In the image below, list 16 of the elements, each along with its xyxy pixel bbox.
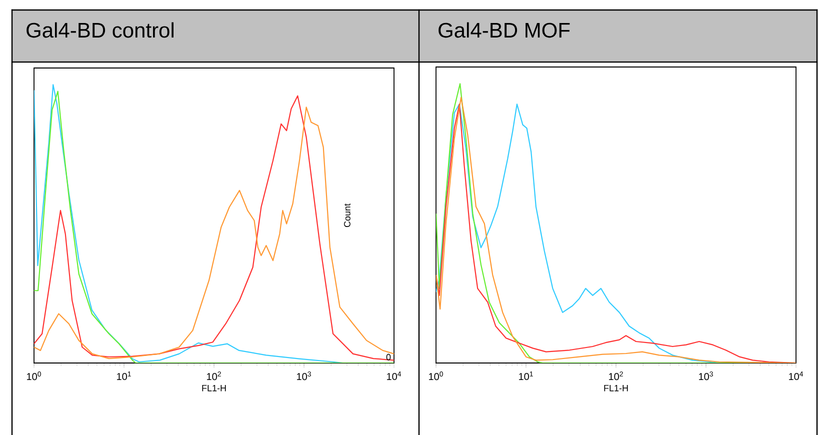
x-tick-label: 10$^{2}$ bbox=[609, 372, 623, 380]
chart-title: Gal4-BD control bbox=[26, 22, 174, 38]
x-tick-label: 10$^{4}$ bbox=[387, 372, 402, 380]
x-tick-label: 10$^{0}$ bbox=[429, 372, 443, 380]
x-tick-label: 10$^{0}$ bbox=[27, 372, 41, 380]
x-axis-title: FL1-H bbox=[604, 384, 628, 392]
x-tick-label: 10$^{3}$ bbox=[699, 372, 713, 380]
annotation: 0 bbox=[386, 354, 391, 360]
x-tick-label: 10$^{1}$ bbox=[117, 372, 131, 380]
x-tick-label: 10$^{3}$ bbox=[297, 372, 311, 380]
x-tick-label: 10$^{1}$ bbox=[519, 372, 533, 380]
x-axis-title: FL1-H bbox=[202, 384, 226, 392]
y-axis-title: Count bbox=[344, 204, 350, 228]
x-tick-label: 10$^{4}$ bbox=[789, 372, 804, 380]
x-tick-label: 10$^{2}$ bbox=[207, 372, 221, 380]
chart-title: Gal4-BD MOF bbox=[438, 22, 570, 38]
